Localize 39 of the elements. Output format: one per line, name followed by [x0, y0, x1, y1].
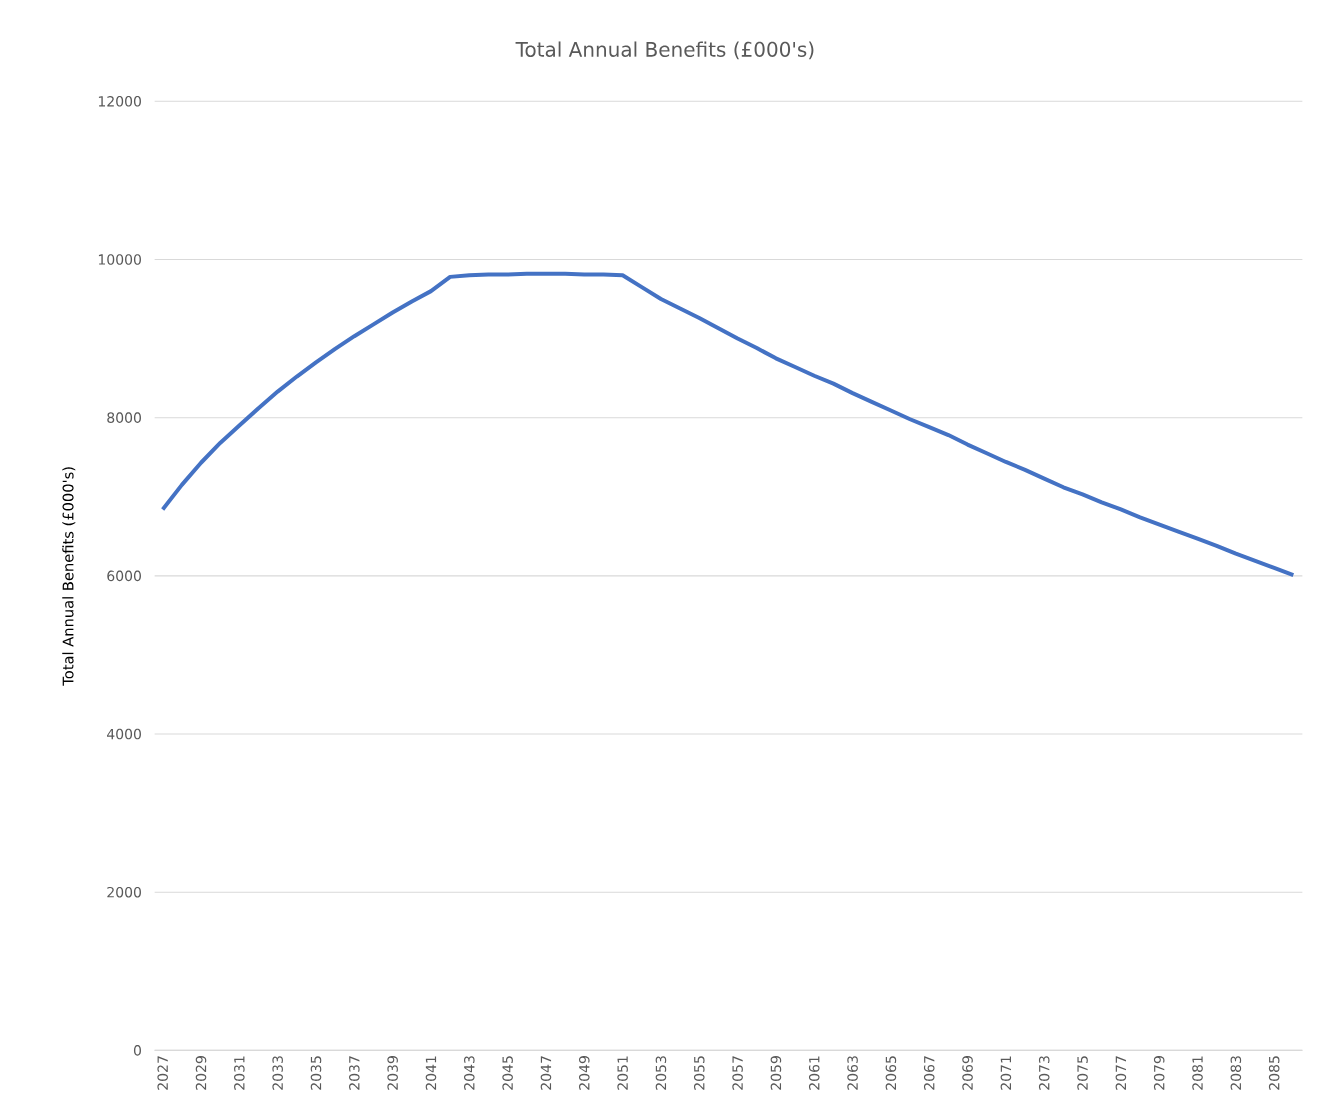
x-tick-label: 2043 [464, 1056, 475, 1090]
y-tick-label: 6000 [107, 570, 141, 582]
x-tick-label: 2027 [157, 1056, 168, 1090]
x-tick-label: 2077 [1115, 1056, 1127, 1090]
x-tick-label: 2031 [234, 1056, 245, 1090]
x-tick-label: 2065 [885, 1056, 897, 1090]
x-tick-label: 2085 [1268, 1056, 1280, 1090]
x-tick-label: 2059 [770, 1056, 782, 1090]
x-tick-label: 2069 [962, 1056, 973, 1090]
y-tick-label: 0 [133, 1045, 141, 1056]
x-tick-label: 2079 [1153, 1056, 1165, 1090]
x-tick-label: 2073 [1038, 1056, 1050, 1090]
x-tick-label: 2075 [1077, 1056, 1088, 1090]
y-tick-label: 2000 [107, 886, 141, 898]
x-tick-label: 2047 [540, 1056, 552, 1090]
x-tick-label: 2035 [310, 1056, 322, 1090]
x-tick-label: 2083 [1230, 1056, 1242, 1090]
x-tick-label: 2053 [655, 1056, 667, 1090]
y-axis-title: Total Annual Benefits (£000's) [62, 467, 76, 686]
x-tick-label: 2039 [387, 1056, 398, 1090]
x-tick-label: 2063 [847, 1056, 858, 1090]
chart-title: Total Annual Benefits (£000's) [515, 41, 814, 60]
x-tick-label: 2045 [502, 1056, 513, 1090]
x-tick-label: 2067 [923, 1056, 935, 1090]
x-tick-label: 2033 [272, 1056, 283, 1090]
x-tick-label: 2055 [693, 1056, 705, 1090]
x-tick-label: 2049 [578, 1056, 590, 1090]
y-tick-label: 10000 [98, 254, 141, 265]
x-tick-label: 2061 [808, 1056, 820, 1090]
x-tick-label: 2037 [349, 1056, 360, 1090]
x-tick-label: 2041 [425, 1056, 437, 1090]
x-tick-label: 2071 [1000, 1056, 1012, 1090]
x-tick-label: 2081 [1192, 1056, 1203, 1090]
x-tick-label: 2051 [617, 1056, 628, 1090]
y-tick-label: 8000 [107, 412, 141, 423]
y-tick-label: 12000 [98, 95, 141, 107]
x-tick-label: 2029 [195, 1056, 207, 1090]
x-tick-label: 2057 [732, 1056, 743, 1090]
y-tick-label: 4000 [107, 728, 141, 740]
